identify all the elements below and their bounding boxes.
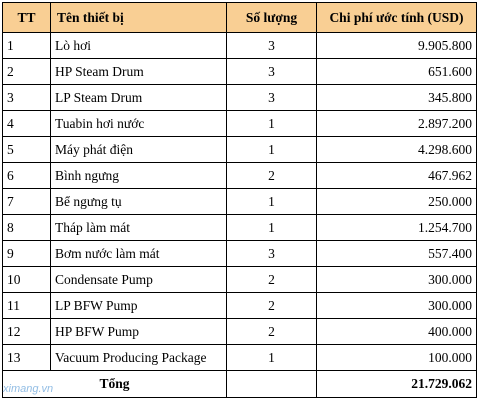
quantity: 2: [226, 162, 317, 189]
header-row: TT Tên thiết bị Số lượng Chi phí ước tín…: [2, 2, 477, 33]
total-label: Tổng: [2, 370, 227, 398]
table-row: 7 Bể ngưng tụ 1 250.000: [2, 188, 477, 215]
table-row: 8 Tháp làm mát 1 1.254.700: [2, 214, 477, 241]
equipment-name: Bơm nước làm mát: [50, 240, 227, 267]
row-number: 12: [2, 318, 51, 345]
table-row: 12 HP BFW Pump 2 400.000: [2, 318, 477, 345]
table-row: 4 Tuabin hơi nước 1 2.897.200: [2, 110, 477, 137]
quantity: 1: [226, 110, 317, 137]
table-body: 1 Lò hơi 3 9.905.800 2 HP Steam Drum 3 651.600 3…: [2, 32, 477, 371]
estimated-cost: 100.000: [316, 344, 477, 371]
equipment-name: HP Steam Drum: [50, 58, 227, 85]
quantity: 1: [226, 344, 317, 371]
table-row: 6 Bình ngưng 2 467.962: [2, 162, 477, 189]
header-estimated-cost: Chi phí ước tính (USD): [316, 2, 477, 33]
table-row: 1 Lò hơi 3 9.905.800: [2, 32, 477, 59]
table-row: 3 LP Steam Drum 3 345.800: [2, 84, 477, 111]
quantity: 3: [226, 240, 317, 267]
equipment-cost-table: TT Tên thiết bị Số lượng Chi phí ước tín…: [2, 2, 477, 398]
row-number: 3: [2, 84, 51, 111]
estimated-cost: 651.600: [316, 58, 477, 85]
equipment-name: Tuabin hơi nước: [50, 110, 227, 137]
estimated-cost: 4.298.600: [316, 136, 477, 163]
estimated-cost: 400.000: [316, 318, 477, 345]
equipment-name: Bình ngưng: [50, 162, 227, 189]
table-row: 2 HP Steam Drum 3 651.600: [2, 58, 477, 85]
estimated-cost: 1.254.700: [316, 214, 477, 241]
equipment-name: HP BFW Pump: [50, 318, 227, 345]
estimated-cost: 9.905.800: [316, 32, 477, 59]
row-number: 4: [2, 110, 51, 137]
header-tt: TT: [2, 2, 51, 33]
quantity: 3: [226, 84, 317, 111]
quantity: 1: [226, 214, 317, 241]
total-row: Tổng 21.729.062: [2, 370, 477, 398]
equipment-name: LP Steam Drum: [50, 84, 227, 111]
total-cost: 21.729.062: [316, 370, 477, 398]
table-row: 11 LP BFW Pump 2 300.000: [2, 292, 477, 319]
table-row: 10 Condensate Pump 2 300.000: [2, 266, 477, 293]
equipment-name: Condensate Pump: [50, 266, 227, 293]
row-number: 2: [2, 58, 51, 85]
row-number: 5: [2, 136, 51, 163]
quantity: 2: [226, 318, 317, 345]
estimated-cost: 467.962: [316, 162, 477, 189]
table-row: 9 Bơm nước làm mát 3 557.400: [2, 240, 477, 267]
row-number: 6: [2, 162, 51, 189]
total-quantity-cell: [226, 370, 317, 398]
estimated-cost: 300.000: [316, 292, 477, 319]
row-number: 13: [2, 344, 51, 371]
quantity: 2: [226, 266, 317, 293]
quantity: 1: [226, 136, 317, 163]
row-number: 8: [2, 214, 51, 241]
row-number: 10: [2, 266, 51, 293]
header-quantity: Số lượng: [226, 2, 317, 33]
estimated-cost: 300.000: [316, 266, 477, 293]
header-equipment-name: Tên thiết bị: [50, 2, 227, 33]
quantity: 2: [226, 292, 317, 319]
table-row: 5 Máy phát điện 1 4.298.600: [2, 136, 477, 163]
equipment-name: LP BFW Pump: [50, 292, 227, 319]
equipment-name: Bể ngưng tụ: [50, 188, 227, 215]
quantity: 3: [226, 58, 317, 85]
row-number: 1: [2, 32, 51, 59]
quantity: 1: [226, 188, 317, 215]
estimated-cost: 2.897.200: [316, 110, 477, 137]
quantity: 3: [226, 32, 317, 59]
equipment-name: Lò hơi: [50, 32, 227, 59]
row-number: 9: [2, 240, 51, 267]
equipment-name: Vacuum Producing Package: [50, 344, 227, 371]
equipment-name: Tháp làm mát: [50, 214, 227, 241]
estimated-cost: 250.000: [316, 188, 477, 215]
equipment-name: Máy phát điện: [50, 136, 227, 163]
estimated-cost: 557.400: [316, 240, 477, 267]
row-number: 11: [2, 292, 51, 319]
row-number: 7: [2, 188, 51, 215]
table-row: 13 Vacuum Producing Package 1 100.000: [2, 344, 477, 371]
estimated-cost: 345.800: [316, 84, 477, 111]
